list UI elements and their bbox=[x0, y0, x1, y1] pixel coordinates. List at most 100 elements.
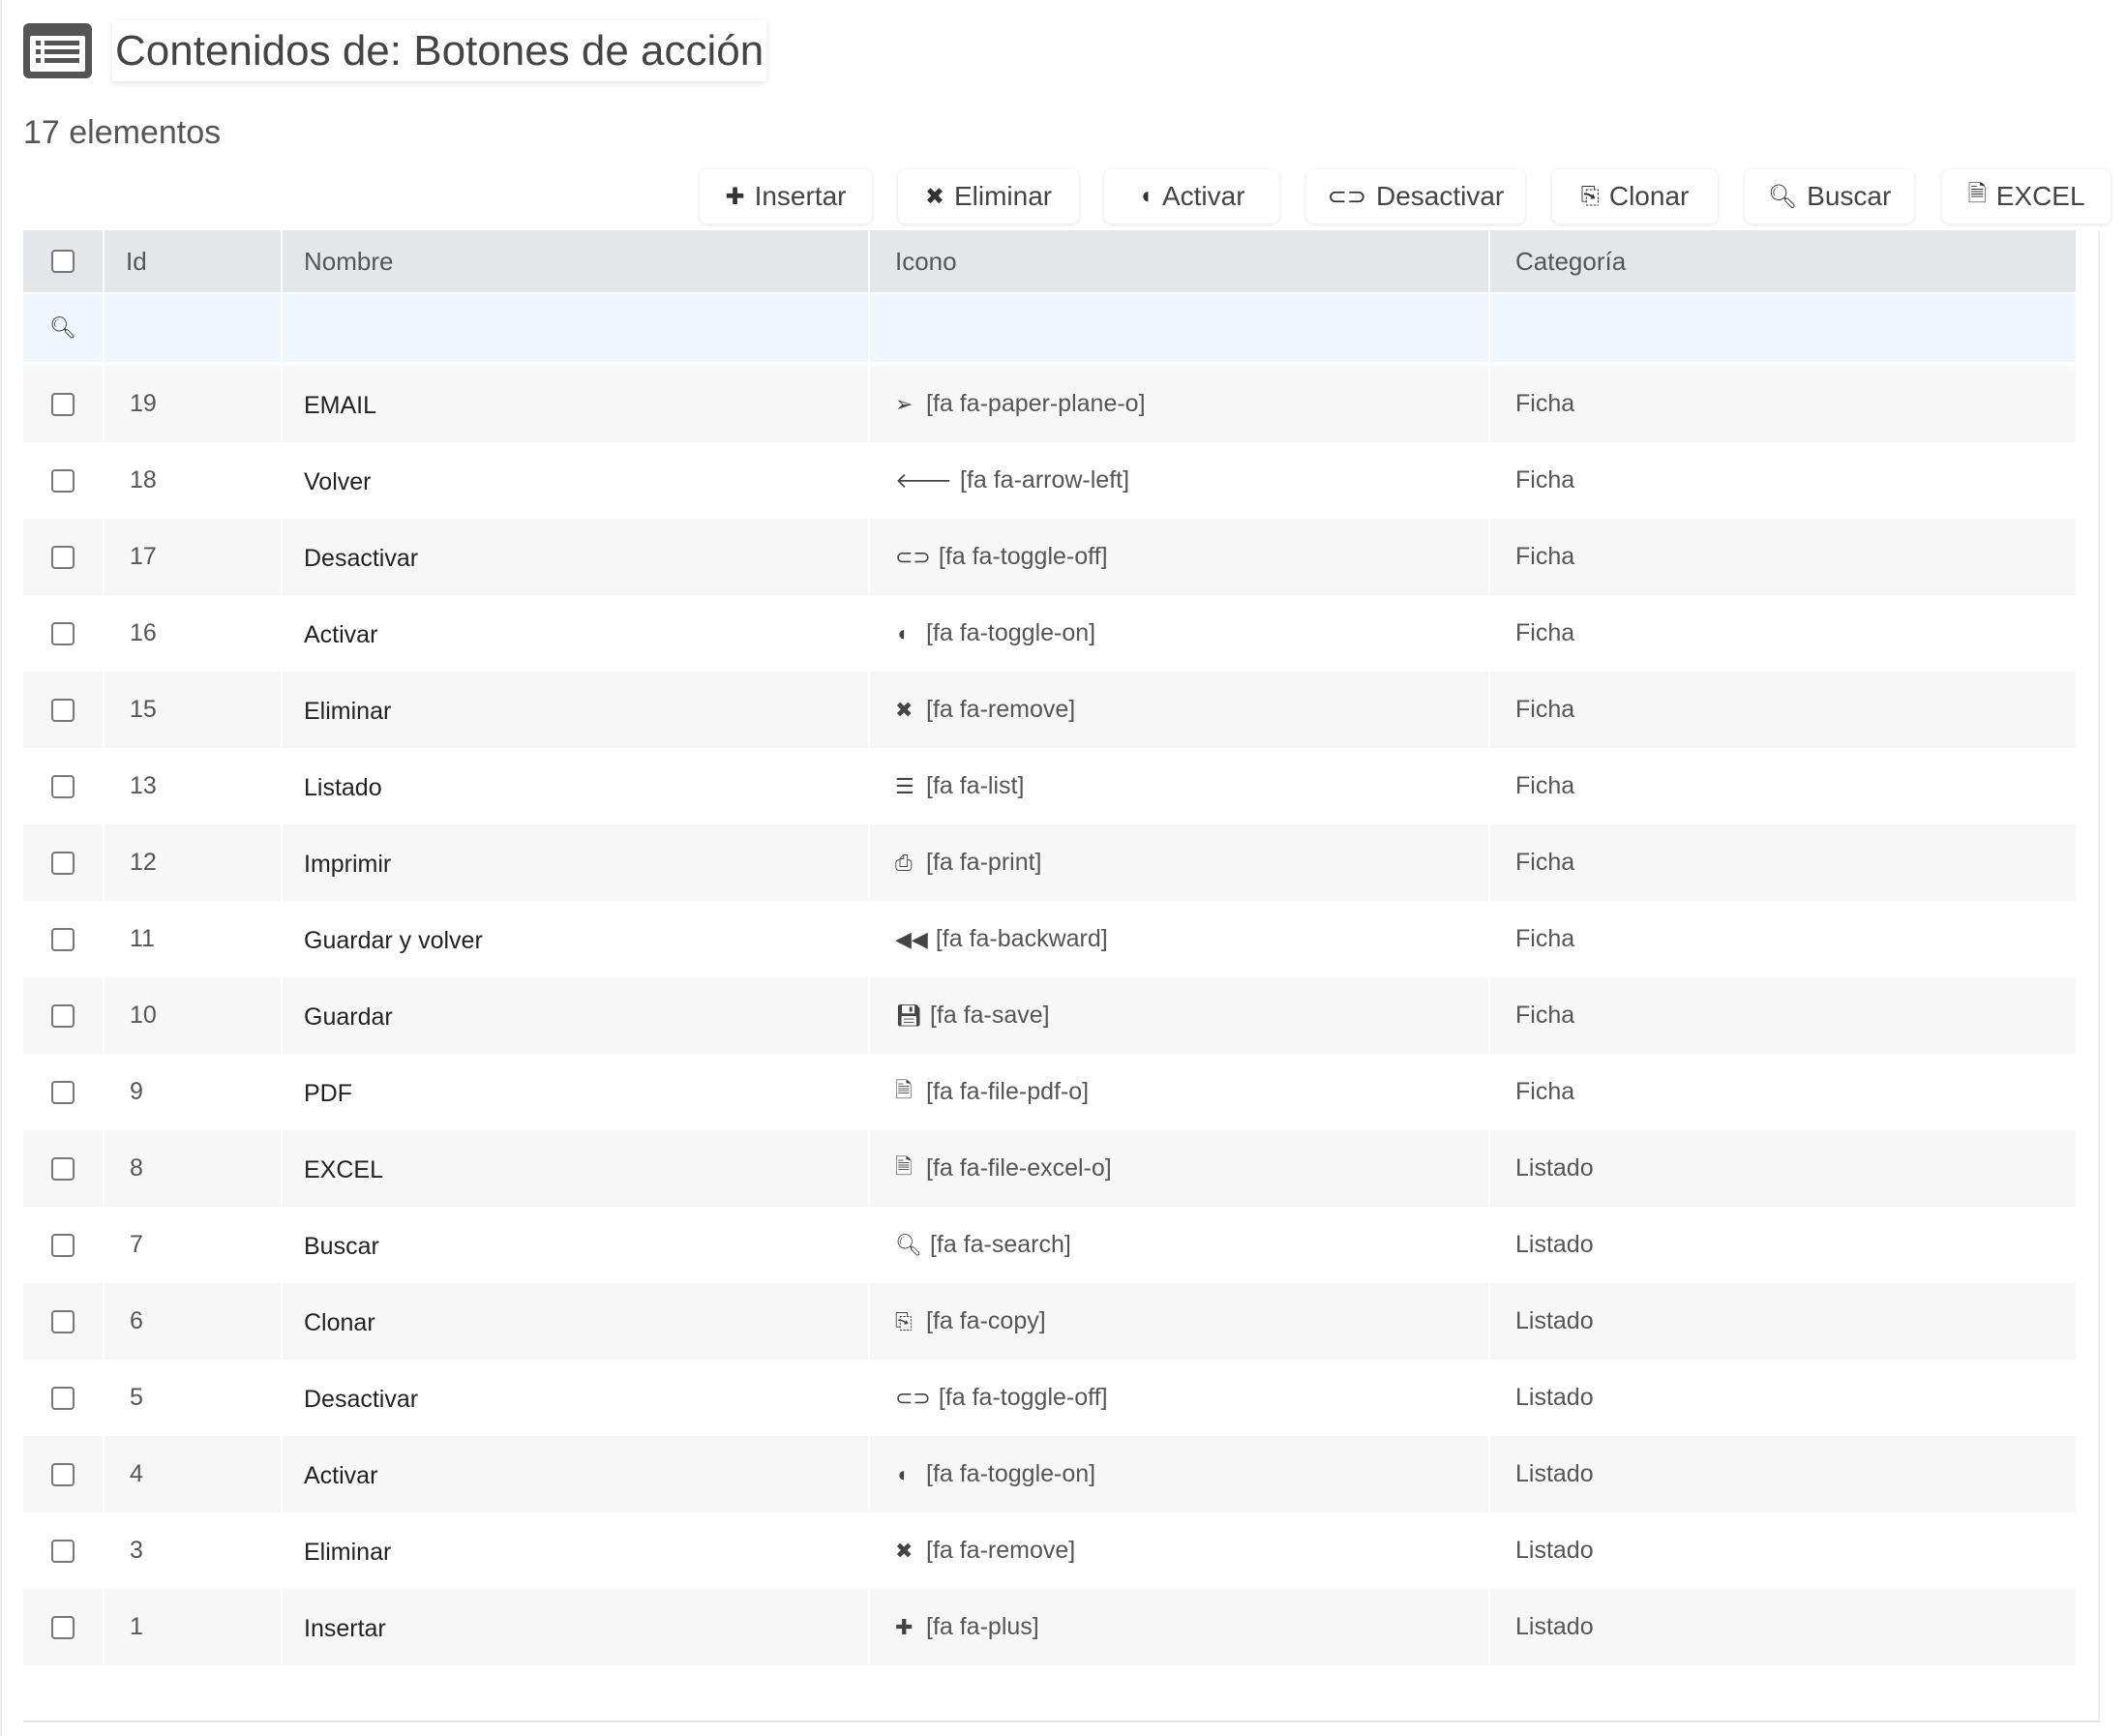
table-row[interactable]: 8 EXCEL 🗎 [fa fa-file-excel-o] Listado bbox=[23, 1130, 2076, 1207]
excel-button[interactable]: 🗎 EXCEL bbox=[1942, 169, 2111, 224]
table-row[interactable]: 13 Listado ☰ [fa fa-list] Ficha bbox=[23, 748, 2076, 824]
icon-class-text: [fa fa-plus] bbox=[926, 1613, 1039, 1640]
row-checkbox[interactable] bbox=[51, 1615, 75, 1639]
search-icon[interactable]: 🔍︎ bbox=[49, 315, 76, 340]
cell-icono: ☰ [fa fa-list] bbox=[870, 748, 1490, 824]
filter-row: 🔍︎ bbox=[23, 294, 2076, 362]
row-checkbox[interactable] bbox=[51, 545, 75, 569]
button-label: Clonar bbox=[1608, 181, 1690, 211]
select-all-checkbox[interactable] bbox=[51, 250, 75, 273]
cell-icono: ⎙ [fa fa-print] bbox=[870, 824, 1490, 901]
row-icon: ◀◀ bbox=[895, 926, 928, 951]
icon-class-text: [fa fa-backward] bbox=[935, 925, 1108, 952]
filter-id[interactable] bbox=[105, 294, 283, 362]
cell-id: 13 bbox=[105, 748, 283, 824]
row-checkbox[interactable] bbox=[51, 621, 75, 645]
table-row[interactable]: 6 Clonar ⎘ [fa fa-copy] Listado bbox=[23, 1283, 2076, 1360]
row-checkbox[interactable] bbox=[51, 468, 75, 493]
icon-class-text: [fa fa-paper-plane-o] bbox=[926, 390, 1146, 417]
row-checkbox[interactable] bbox=[51, 1309, 75, 1333]
table-row[interactable]: 1 Insertar ✚ [fa fa-plus] Listado bbox=[23, 1589, 2076, 1665]
icon-class-text: [fa fa-toggle-off] bbox=[938, 543, 1108, 570]
cell-id: 19 bbox=[105, 366, 283, 442]
row-checkbox[interactable] bbox=[51, 392, 75, 416]
table-row[interactable]: 16 Activar ◖ [fa fa-toggle-on] Ficha bbox=[23, 595, 2076, 672]
cell-nombre: Activar bbox=[283, 1436, 870, 1512]
page-title: Contenidos de: Botones de acción bbox=[112, 20, 767, 81]
cell-categoria: Listado bbox=[1515, 1384, 1594, 1411]
table-row[interactable]: 4 Activar ◖ [fa fa-toggle-on] Listado bbox=[23, 1436, 2076, 1512]
table-row[interactable]: 17 Desactivar ⊂⊃ [fa fa-toggle-off] Ficha bbox=[23, 519, 2076, 595]
row-icon: ✖ bbox=[895, 1538, 914, 1563]
filter-nombre[interactable] bbox=[283, 294, 870, 362]
table-row[interactable]: 9 PDF 🗎 [fa fa-file-pdf-o] Ficha bbox=[23, 1054, 2076, 1130]
cell-id: 11 bbox=[105, 901, 283, 977]
cell-id: 17 bbox=[105, 519, 283, 595]
cell-id: 6 bbox=[105, 1283, 283, 1360]
eliminar-button[interactable]: ✖ Eliminar bbox=[898, 169, 1079, 224]
table-row[interactable]: 11 Guardar y volver ◀◀ [fa fa-backward] F… bbox=[23, 901, 2076, 977]
row-checkbox[interactable] bbox=[51, 1462, 75, 1486]
cell-id: 10 bbox=[105, 977, 283, 1054]
column-header-icono[interactable]: Icono bbox=[870, 230, 1490, 292]
icon-class-text: [fa fa-file-excel-o] bbox=[926, 1154, 1112, 1182]
cell-categoria: Listado bbox=[1515, 1460, 1594, 1487]
row-icon: ◖ bbox=[895, 620, 909, 645]
row-icon: ✖ bbox=[895, 697, 914, 722]
table-row[interactable]: 5 Desactivar ⊂⊃ [fa fa-toggle-off] Listad… bbox=[23, 1360, 2076, 1436]
column-header-nombre[interactable]: Nombre bbox=[283, 230, 870, 292]
table-row[interactable]: 18 Volver 🡐 [fa fa-arrow-left] Ficha bbox=[23, 442, 2076, 519]
insertar-button[interactable]: ✚ Insertar bbox=[700, 169, 872, 224]
contents-table: Id Nombre Icono Categoría 🔍︎ 19 EMAIL ➢[… bbox=[23, 230, 2076, 1665]
row-icon: 🔍︎ bbox=[895, 1232, 922, 1257]
cell-categoria: Listado bbox=[1515, 1613, 1594, 1640]
icon-class-text: [fa fa-save] bbox=[929, 1002, 1050, 1029]
cell-icono: 💾︎ [fa fa-save] bbox=[870, 977, 1490, 1054]
cell-id: 5 bbox=[105, 1360, 283, 1436]
container-bottom-border bbox=[23, 1721, 2100, 1722]
cell-categoria: Listado bbox=[1515, 1307, 1594, 1334]
table-row[interactable]: 19 EMAIL ➢ [fa fa-paper-plane-o] Ficha bbox=[23, 366, 2076, 442]
row-checkbox[interactable] bbox=[51, 1233, 75, 1257]
cell-nombre: Activar bbox=[283, 595, 870, 672]
icon-class-text: [fa fa-toggle-on] bbox=[926, 1460, 1096, 1487]
cell-id: 8 bbox=[105, 1130, 283, 1207]
row-checkbox[interactable] bbox=[51, 698, 75, 722]
cell-id: 18 bbox=[105, 442, 283, 519]
row-checkbox[interactable] bbox=[51, 1156, 75, 1181]
filter-icono[interactable] bbox=[870, 294, 1490, 362]
activar-button[interactable]: ◖ Activar bbox=[1104, 169, 1279, 224]
table-row[interactable]: 10 Guardar 💾︎ [fa fa-save] Ficha bbox=[23, 977, 2076, 1054]
table-row[interactable]: 7 Buscar 🔍︎ [fa fa-search] Listado bbox=[23, 1207, 2076, 1283]
desactivar-icon: ⊂⊃ bbox=[1327, 183, 1366, 210]
row-checkbox[interactable] bbox=[51, 774, 75, 798]
table-row[interactable]: 12 Imprimir ⎙ [fa fa-print] Ficha bbox=[23, 824, 2076, 901]
cell-nombre: Listado bbox=[283, 748, 870, 824]
cell-icono: ◖ [fa fa-toggle-on] bbox=[870, 595, 1490, 672]
filter-categoria[interactable] bbox=[1490, 294, 2076, 362]
cell-id: 1 bbox=[105, 1589, 283, 1665]
row-icon: ✚ bbox=[895, 1614, 914, 1639]
row-checkbox[interactable] bbox=[51, 1003, 75, 1028]
row-checkbox[interactable] bbox=[51, 927, 75, 951]
row-icon: 🡐 bbox=[895, 467, 952, 493]
row-checkbox[interactable] bbox=[51, 1080, 75, 1104]
row-icon: ⎙ bbox=[895, 850, 913, 875]
row-icon: 💾︎ bbox=[895, 1003, 922, 1028]
clonar-icon: ⎘ bbox=[1580, 183, 1600, 209]
icon-class-text: [fa fa-remove] bbox=[926, 696, 1076, 723]
row-checkbox[interactable] bbox=[51, 1386, 75, 1410]
buscar-button[interactable]: 🔍︎ Buscar bbox=[1745, 169, 1914, 224]
cell-categoria: Ficha bbox=[1515, 1002, 1575, 1029]
column-header-id[interactable]: Id bbox=[105, 230, 283, 292]
row-checkbox[interactable] bbox=[51, 1539, 75, 1563]
column-header-categoria[interactable]: Categoría bbox=[1515, 246, 1627, 276]
clonar-button[interactable]: ⎘ Clonar bbox=[1552, 169, 1718, 224]
table-row[interactable]: 3 Eliminar ✖ [fa fa-remove] Listado bbox=[23, 1512, 2076, 1589]
table-row[interactable]: 15 Eliminar ✖ [fa fa-remove] Ficha bbox=[23, 672, 2076, 748]
row-checkbox[interactable] bbox=[51, 851, 75, 875]
icon-class-text: [fa fa-toggle-on] bbox=[926, 619, 1096, 646]
row-icon: 🗎 bbox=[895, 1077, 913, 1102]
desactivar-button[interactable]: ⊂⊃ Desactivar bbox=[1306, 169, 1525, 224]
cell-nombre: Volver bbox=[283, 442, 870, 519]
